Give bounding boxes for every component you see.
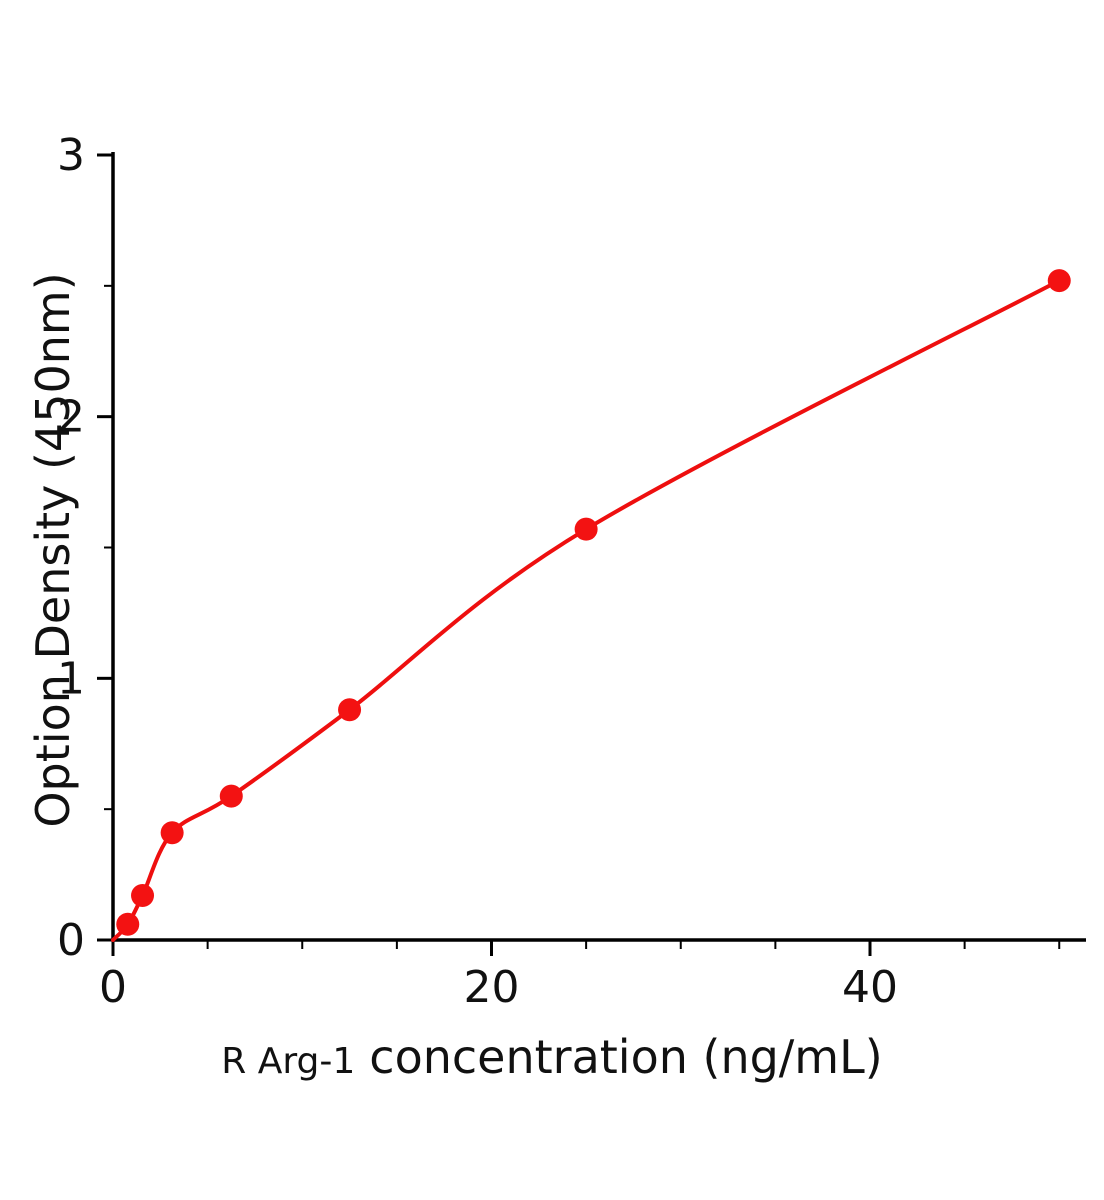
data-point <box>338 698 362 722</box>
data-point <box>131 884 155 908</box>
data-point <box>1047 269 1071 293</box>
x-tick-label: 0 <box>99 962 127 1013</box>
x-tick-label: 20 <box>464 962 520 1013</box>
x-axis-title-main: concentration (ng/mL) <box>369 1030 883 1084</box>
data-point <box>160 821 184 845</box>
y-tick-label: 0 <box>57 915 85 966</box>
y-tick-label: 1 <box>57 653 85 704</box>
y-tick-label: 2 <box>57 392 85 443</box>
y-axis-title: Option Density (450nm) <box>26 272 80 828</box>
x-axis-title: R Arg-1 concentration (ng/mL) <box>0 1030 1104 1084</box>
fit-curve <box>111 278 1062 942</box>
data-point <box>574 517 598 541</box>
data-point <box>219 784 243 808</box>
data-point <box>116 912 140 936</box>
x-tick-label: 40 <box>842 962 898 1013</box>
x-axis-title-prefix: R Arg-1 <box>221 1041 356 1082</box>
y-tick-label: 3 <box>57 130 85 181</box>
